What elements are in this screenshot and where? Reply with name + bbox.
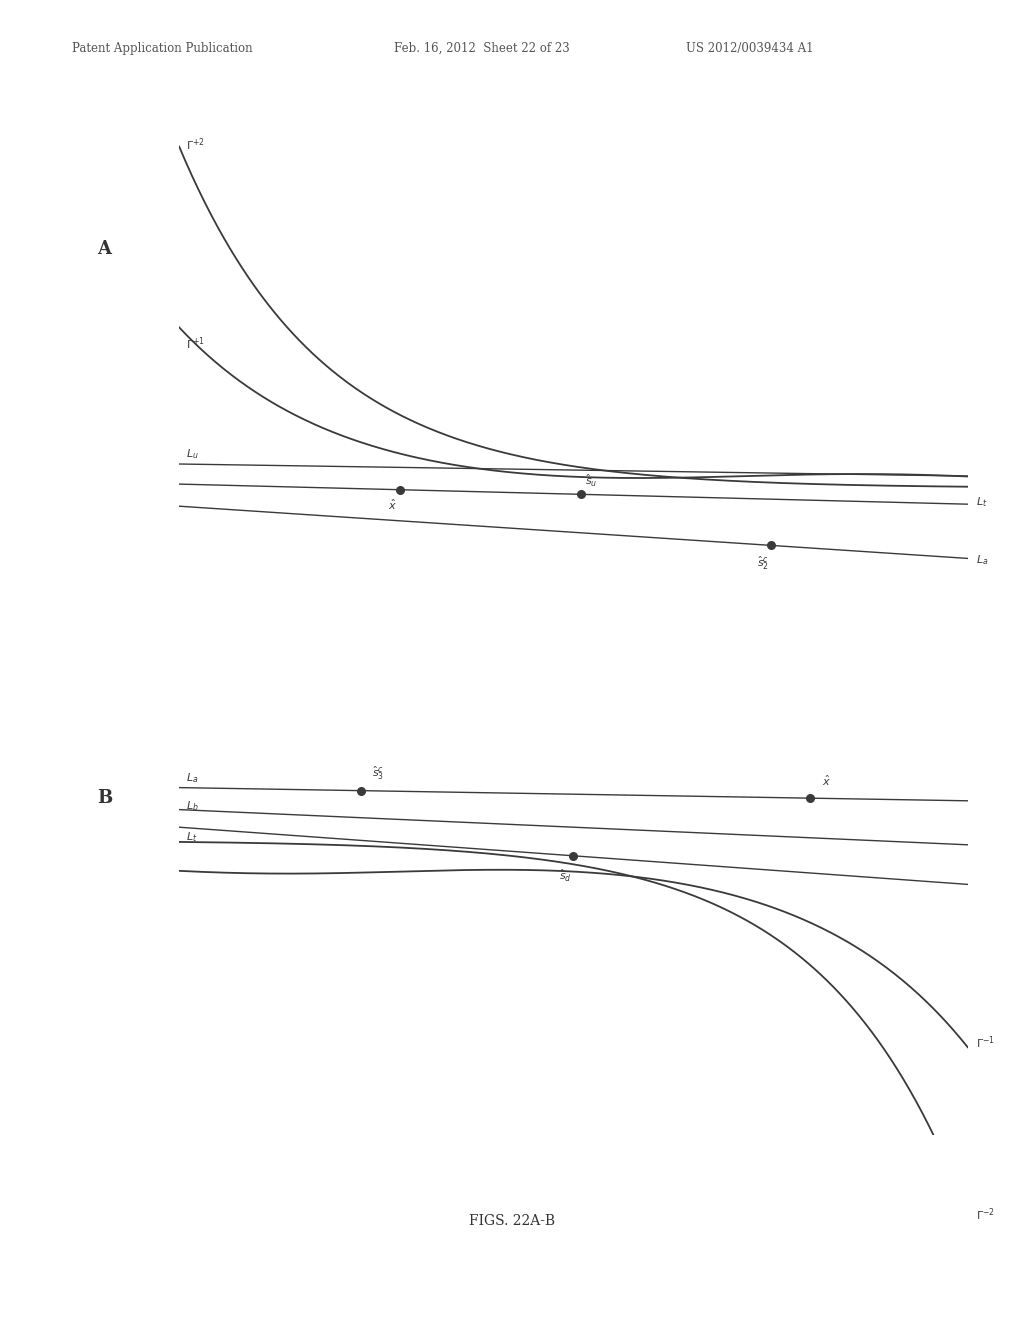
Text: A: A	[97, 240, 112, 259]
Text: $\hat{s}_2^c$: $\hat{s}_2^c$	[757, 556, 769, 573]
Text: $\Gamma^{+2}$: $\Gamma^{+2}$	[185, 137, 205, 153]
Text: $L_t$: $L_t$	[185, 830, 197, 845]
Text: FIGS. 22A-B: FIGS. 22A-B	[469, 1214, 555, 1228]
Text: $L_t$: $L_t$	[976, 495, 987, 510]
Text: Patent Application Publication: Patent Application Publication	[72, 42, 252, 55]
Text: $\Gamma^{-1}$: $\Gamma^{-1}$	[976, 1035, 994, 1051]
Text: B: B	[97, 788, 113, 807]
Text: $L_a$: $L_a$	[976, 553, 988, 568]
Text: $\hat{x}$: $\hat{x}$	[388, 498, 396, 512]
Text: $\hat{x}$: $\hat{x}$	[822, 774, 830, 788]
Text: $\Gamma^{-2}$: $\Gamma^{-2}$	[976, 1206, 994, 1222]
Text: $\hat{s}_3^c$: $\hat{s}_3^c$	[373, 766, 385, 783]
Text: $\Gamma^{+1}$: $\Gamma^{+1}$	[185, 335, 205, 352]
Text: $L_u$: $L_u$	[185, 446, 199, 461]
Text: Feb. 16, 2012  Sheet 22 of 23: Feb. 16, 2012 Sheet 22 of 23	[394, 42, 570, 55]
Text: $L_b$: $L_b$	[185, 800, 199, 813]
Text: $\hat{s}_d$: $\hat{s}_d$	[559, 867, 572, 884]
Text: US 2012/0039434 A1: US 2012/0039434 A1	[686, 42, 814, 55]
Text: $\hat{s}_u$: $\hat{s}_u$	[586, 473, 598, 490]
Text: $L_a$: $L_a$	[185, 771, 198, 785]
